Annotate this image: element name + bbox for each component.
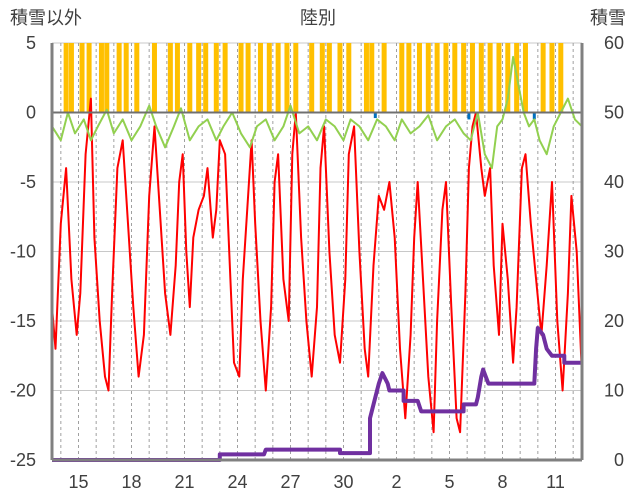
precipitation-bar — [532, 112, 536, 120]
left-tick-label: -5 — [20, 172, 36, 192]
sunshine-bar — [487, 43, 493, 113]
sunshine-bar — [319, 43, 325, 113]
sunshine-bar — [151, 43, 157, 113]
temperature-line — [51, 97, 583, 434]
sunshine-bar — [363, 43, 369, 113]
sunshine-bar — [381, 43, 387, 113]
chart-title: 陸別 — [300, 8, 336, 28]
sunshine-bar — [434, 43, 440, 113]
sunshine-bar — [167, 43, 173, 113]
sunshine-bar — [123, 43, 129, 113]
precipitation-bar — [467, 112, 471, 120]
sunshine-bar — [540, 43, 546, 113]
sunshine-bar — [469, 43, 475, 113]
line-series — [51, 55, 583, 462]
sunshine-bar — [558, 43, 564, 113]
sunshine-bar — [203, 43, 209, 113]
sunshine-bar — [309, 43, 315, 113]
right-tick-label: 30 — [604, 242, 624, 262]
right-tick-label: 50 — [604, 103, 624, 123]
x-tick-label: 15 — [68, 472, 88, 492]
sunshine-bar — [174, 43, 180, 113]
sunshine-bar — [416, 43, 422, 113]
x-tick-label: 8 — [497, 472, 507, 492]
sunshine-bar — [257, 43, 263, 113]
sunshine-bar — [213, 43, 219, 113]
x-tick-label: 21 — [174, 472, 194, 492]
bar-series — [63, 43, 564, 121]
x-tick-label: 2 — [391, 472, 401, 492]
sunshine-bar — [346, 43, 352, 113]
snow_depth-line — [52, 326, 582, 462]
x-tick-label: 27 — [280, 472, 300, 492]
sunshine-bar — [116, 43, 122, 113]
sunshine-bar — [63, 43, 69, 113]
sunshine-bar — [443, 43, 449, 113]
right-tick-label: 60 — [604, 33, 624, 53]
sunshine-bar — [284, 43, 290, 113]
sunshine-bar — [266, 43, 272, 113]
sunshine-bar — [337, 43, 343, 113]
sunshine-bar — [86, 43, 92, 113]
sunshine-bar — [522, 43, 528, 113]
sunshine-bar — [134, 43, 140, 113]
x-tick-label: 11 — [546, 472, 565, 492]
right-tick-label: 20 — [604, 311, 624, 331]
wind-line — [51, 55, 583, 170]
sunshine-bar — [505, 43, 511, 113]
x-tick-label: 30 — [333, 472, 353, 492]
sunshine-bar — [452, 43, 458, 113]
sunshine-bar — [79, 43, 85, 113]
sunshine-bar — [461, 43, 467, 113]
left-tick-label: -10 — [10, 242, 36, 262]
sunshine-bar — [549, 43, 555, 113]
sunshine-bar — [187, 43, 193, 113]
sunshine-bar — [496, 43, 502, 113]
x-tick-label: 24 — [227, 472, 247, 492]
left-tick-label: 5 — [26, 33, 36, 53]
sunshine-bar — [222, 43, 228, 113]
sunshine-bar — [68, 43, 74, 113]
left-tick-label: -25 — [10, 450, 36, 470]
sunshine-bar — [425, 43, 431, 113]
sunshine-bar — [238, 43, 244, 113]
sunshine-bar — [196, 43, 202, 113]
right-axis-title: 積雪 — [590, 8, 626, 28]
sunshine-bar — [245, 43, 251, 113]
right-tick-label: 10 — [604, 381, 624, 401]
sunshine-bar — [104, 43, 110, 113]
sunshine-bar — [293, 43, 299, 113]
right-tick-label: 40 — [604, 172, 624, 192]
precipitation-bar — [373, 112, 377, 119]
sunshine-bar — [369, 43, 375, 113]
sunshine-bar — [399, 43, 405, 113]
x-tick-label: 18 — [121, 472, 141, 492]
sunshine-bar — [275, 43, 281, 113]
sunshine-bar — [326, 43, 332, 113]
left-tick-label: -20 — [10, 381, 36, 401]
left-tick-label: -15 — [10, 311, 36, 331]
x-tick-label: 5 — [444, 472, 454, 492]
left-axis-title: 積雪以外 — [10, 8, 82, 28]
sunshine-bar — [406, 43, 412, 113]
axes — [50, 43, 584, 462]
sunshine-bar — [478, 43, 484, 113]
left-tick-label: 0 — [26, 103, 36, 123]
right-tick-label: 0 — [614, 450, 624, 470]
sunshine-bar — [98, 43, 104, 113]
